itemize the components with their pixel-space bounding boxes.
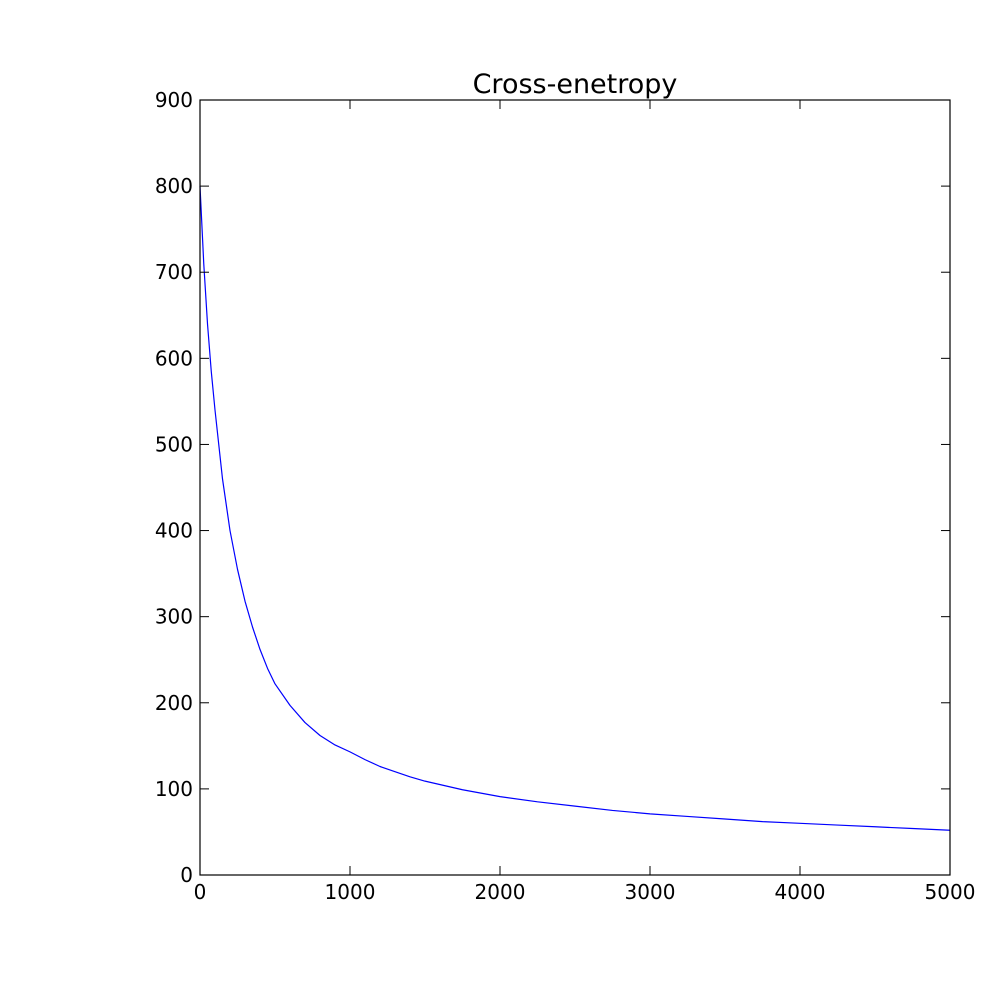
chart-title: Cross-enetropy — [473, 69, 678, 100]
x-tick-label: 2000 — [475, 880, 526, 904]
x-tick-label: 4000 — [775, 880, 826, 904]
y-axis: 0 100 200 300 400 500 600 700 800 900 — [155, 88, 950, 887]
y-tick-label: 200 — [155, 691, 193, 715]
y-tick-label: 0 — [180, 863, 193, 887]
y-tick-label: 500 — [155, 432, 193, 456]
x-tick-label: 1000 — [325, 880, 376, 904]
y-tick-label: 900 — [155, 88, 193, 112]
y-tick-label: 800 — [155, 174, 193, 198]
plot-frame — [199, 99, 951, 876]
x-tick-label: 0 — [194, 880, 207, 904]
x-tick-label: 5000 — [925, 880, 976, 904]
series-layer — [199, 186, 951, 831]
series-line-1 — [199, 186, 951, 831]
y-tick-label: 100 — [155, 777, 193, 801]
y-tick-label: 700 — [155, 260, 193, 284]
y-tick-label: 600 — [155, 346, 193, 370]
x-tick-label: 3000 — [625, 880, 676, 904]
y-tick-label: 400 — [155, 519, 193, 543]
y-tick-label: 300 — [155, 605, 193, 629]
x-axis: 0 1000 2000 3000 4000 5000 — [194, 100, 976, 904]
